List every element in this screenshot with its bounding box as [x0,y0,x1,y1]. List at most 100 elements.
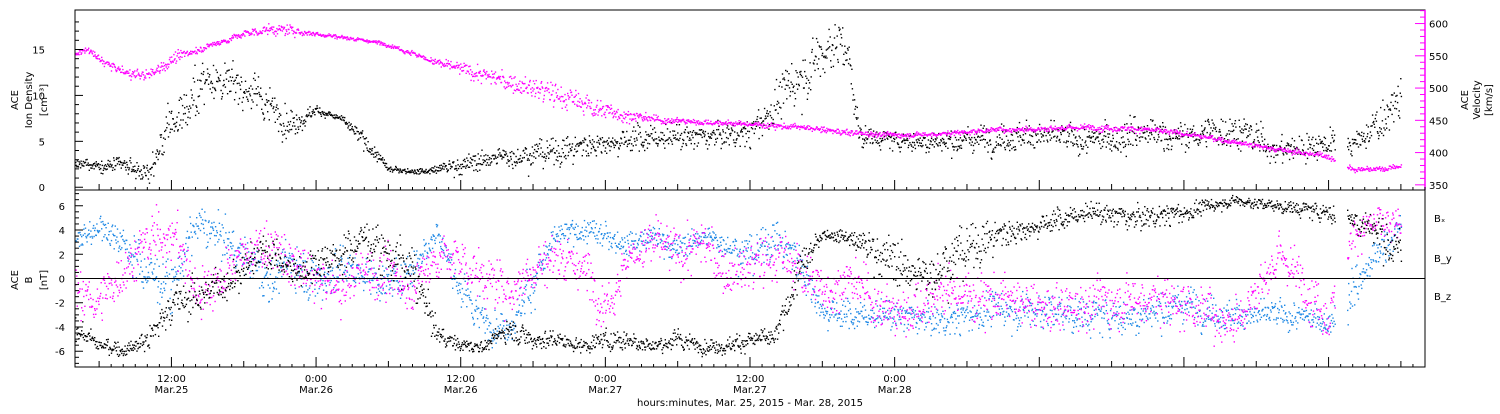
data-point-density [826,57,827,58]
data-point-density [430,169,431,170]
data-point-density [801,75,802,76]
data-point-velocity [583,111,584,112]
data-point-velocity [1395,167,1396,168]
data-point-velocity [767,123,768,124]
data-point-density [740,146,741,147]
data-point-density [825,57,826,58]
data-point-density [312,113,313,114]
data-point-velocity [552,84,553,85]
data-point-velocity [355,40,356,41]
data-point-velocity [871,134,872,135]
data-point-density [451,166,452,167]
data-point-density [334,118,335,119]
data-point-velocity [790,124,791,125]
data-point-velocity [879,133,880,134]
data-point-velocity [169,59,170,60]
data-point-velocity [728,119,729,120]
data-point-density [1348,138,1349,139]
data-point-density [1091,137,1092,138]
data-point-density [1099,143,1100,144]
data-point-density [210,88,211,89]
data-point-velocity [1000,127,1001,128]
data-point-density [847,48,848,49]
data-point-density [1180,126,1181,127]
data-point-density [282,134,283,135]
data-point-density [1056,137,1057,138]
data-point-density [726,137,727,138]
data-point-density [924,137,925,138]
data-point-velocity [575,96,576,97]
data-point-velocity [619,118,620,119]
data-point-density [232,77,233,78]
data-point-density [1369,137,1370,138]
data-point-velocity [204,49,205,50]
data-point-velocity [677,117,678,118]
data-point-density [188,109,189,110]
data-point-velocity [1296,148,1297,149]
data-point-velocity [534,96,535,97]
data-point-density [1065,142,1066,143]
data-point-velocity [553,106,554,107]
data-point-density [545,160,546,161]
data-point-density [108,165,109,166]
data-point-velocity [165,70,166,71]
data-point-density [1237,145,1238,146]
data-point-density [235,92,236,93]
data-point-density [1167,139,1168,140]
data-point-density [679,124,680,125]
data-point-velocity [852,135,853,136]
data-point-velocity [479,73,480,74]
data-point-density [203,71,204,72]
data-point-density [1222,144,1223,145]
data-point-density [420,168,421,169]
data-point-velocity [624,118,625,119]
data-point-velocity [533,80,534,81]
data-point-velocity [1048,129,1049,130]
data-point-density [160,137,161,138]
data-point-velocity [576,104,577,105]
data-point-density [830,36,831,37]
data-point-velocity [1179,131,1180,132]
data-point-density [1243,130,1244,131]
data-point-density [902,140,903,141]
data-point-velocity [862,132,863,133]
data-point-density [225,86,226,87]
data-point-density [396,167,397,168]
data-point-velocity [282,26,283,27]
data-point-density [539,138,540,139]
data-point-density [1288,143,1289,144]
data-point-density [98,167,99,168]
data-point-density [224,63,225,64]
density-tick-label: 10 [32,91,45,102]
data-point-density [294,125,295,126]
data-point-density [716,141,717,142]
data-point-density [1221,119,1222,120]
data-point-density [1350,153,1351,154]
data-point-velocity [265,30,266,31]
data-point-density [439,165,440,166]
data-point-density [479,158,480,159]
data-point-density [968,137,969,138]
data-point-density [194,65,195,66]
data-point-velocity [142,72,143,73]
data-point-velocity [460,63,461,64]
data-point-velocity [256,31,257,32]
data-point-density [781,86,782,87]
data-point-density [915,148,916,149]
data-point-velocity [634,114,635,115]
data-point-density [851,83,852,84]
data-point-velocity [688,119,689,120]
data-point-density [908,147,909,148]
data-point-density [664,148,665,149]
data-point-density [1019,135,1020,136]
data-point-density [589,140,590,141]
data-point-velocity [491,71,492,72]
data-point-velocity [483,69,484,70]
data-point-density [1139,137,1140,138]
data-point-density [460,164,461,165]
data-point-velocity [307,34,308,35]
data-point-velocity [548,88,549,89]
data-point-velocity [529,81,530,82]
data-point-velocity [379,44,380,45]
data-point-density [219,80,220,81]
